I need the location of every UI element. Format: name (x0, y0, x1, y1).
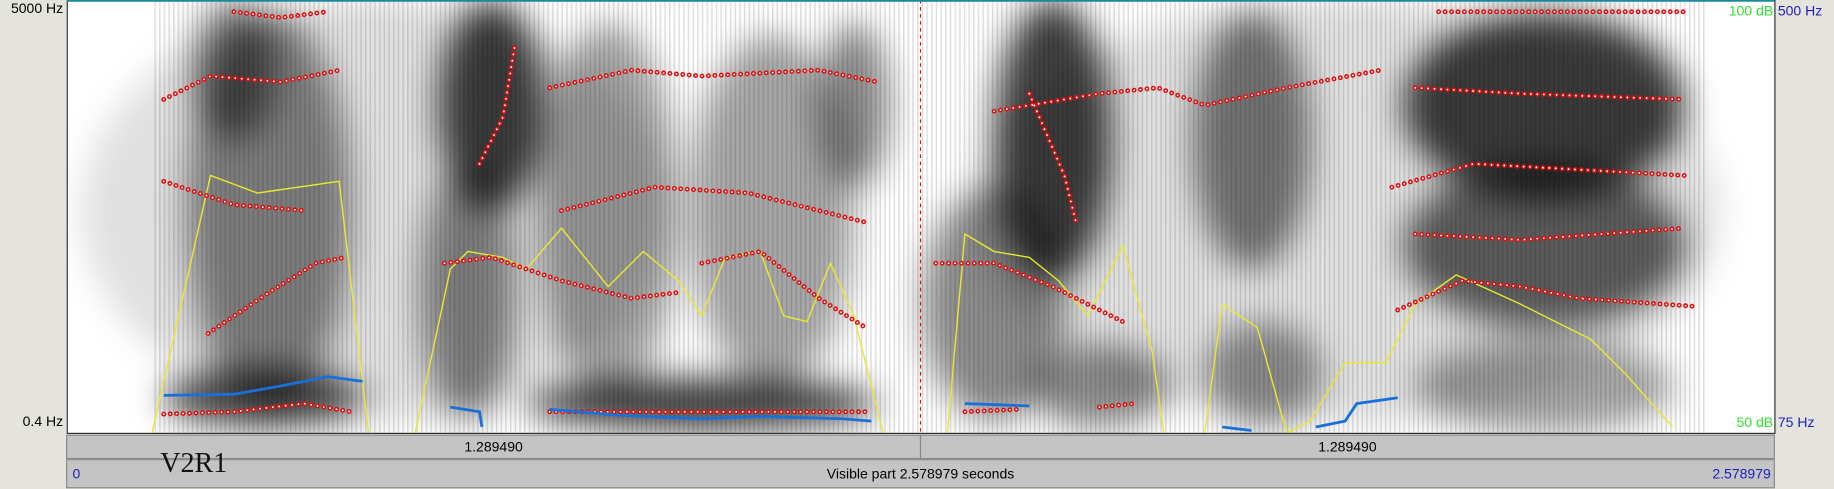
freq-bottom-label: 0.4 Hz (23, 413, 64, 429)
freq-top-label: 5000 Hz (11, 0, 63, 16)
intensity-bottom-label: 50 dB (1737, 414, 1774, 430)
visible-bar[interactable] (66, 459, 1775, 489)
visible-start: 0 (73, 466, 81, 482)
time-left-duration: 1.289490 (464, 439, 523, 455)
pitch-top-label: 500 Hz (1778, 2, 1822, 18)
spectrogram (81, 0, 1720, 433)
file-label: V2R1 (160, 448, 227, 479)
intensity-top-label: 100 dB (1729, 2, 1773, 18)
time-bar-right[interactable] (919, 434, 1775, 460)
formant-tracks (161, 9, 1699, 417)
visible-end: 2.578979 (1712, 466, 1771, 482)
visible-duration: Visible part 2.578979 seconds (827, 466, 1015, 482)
pitch-bottom-label: 75 Hz (1778, 414, 1815, 430)
pitch-curve (163, 375, 1398, 432)
intensity-curve (151, 174, 1674, 433)
time-right-duration: 1.289490 (1318, 439, 1377, 455)
